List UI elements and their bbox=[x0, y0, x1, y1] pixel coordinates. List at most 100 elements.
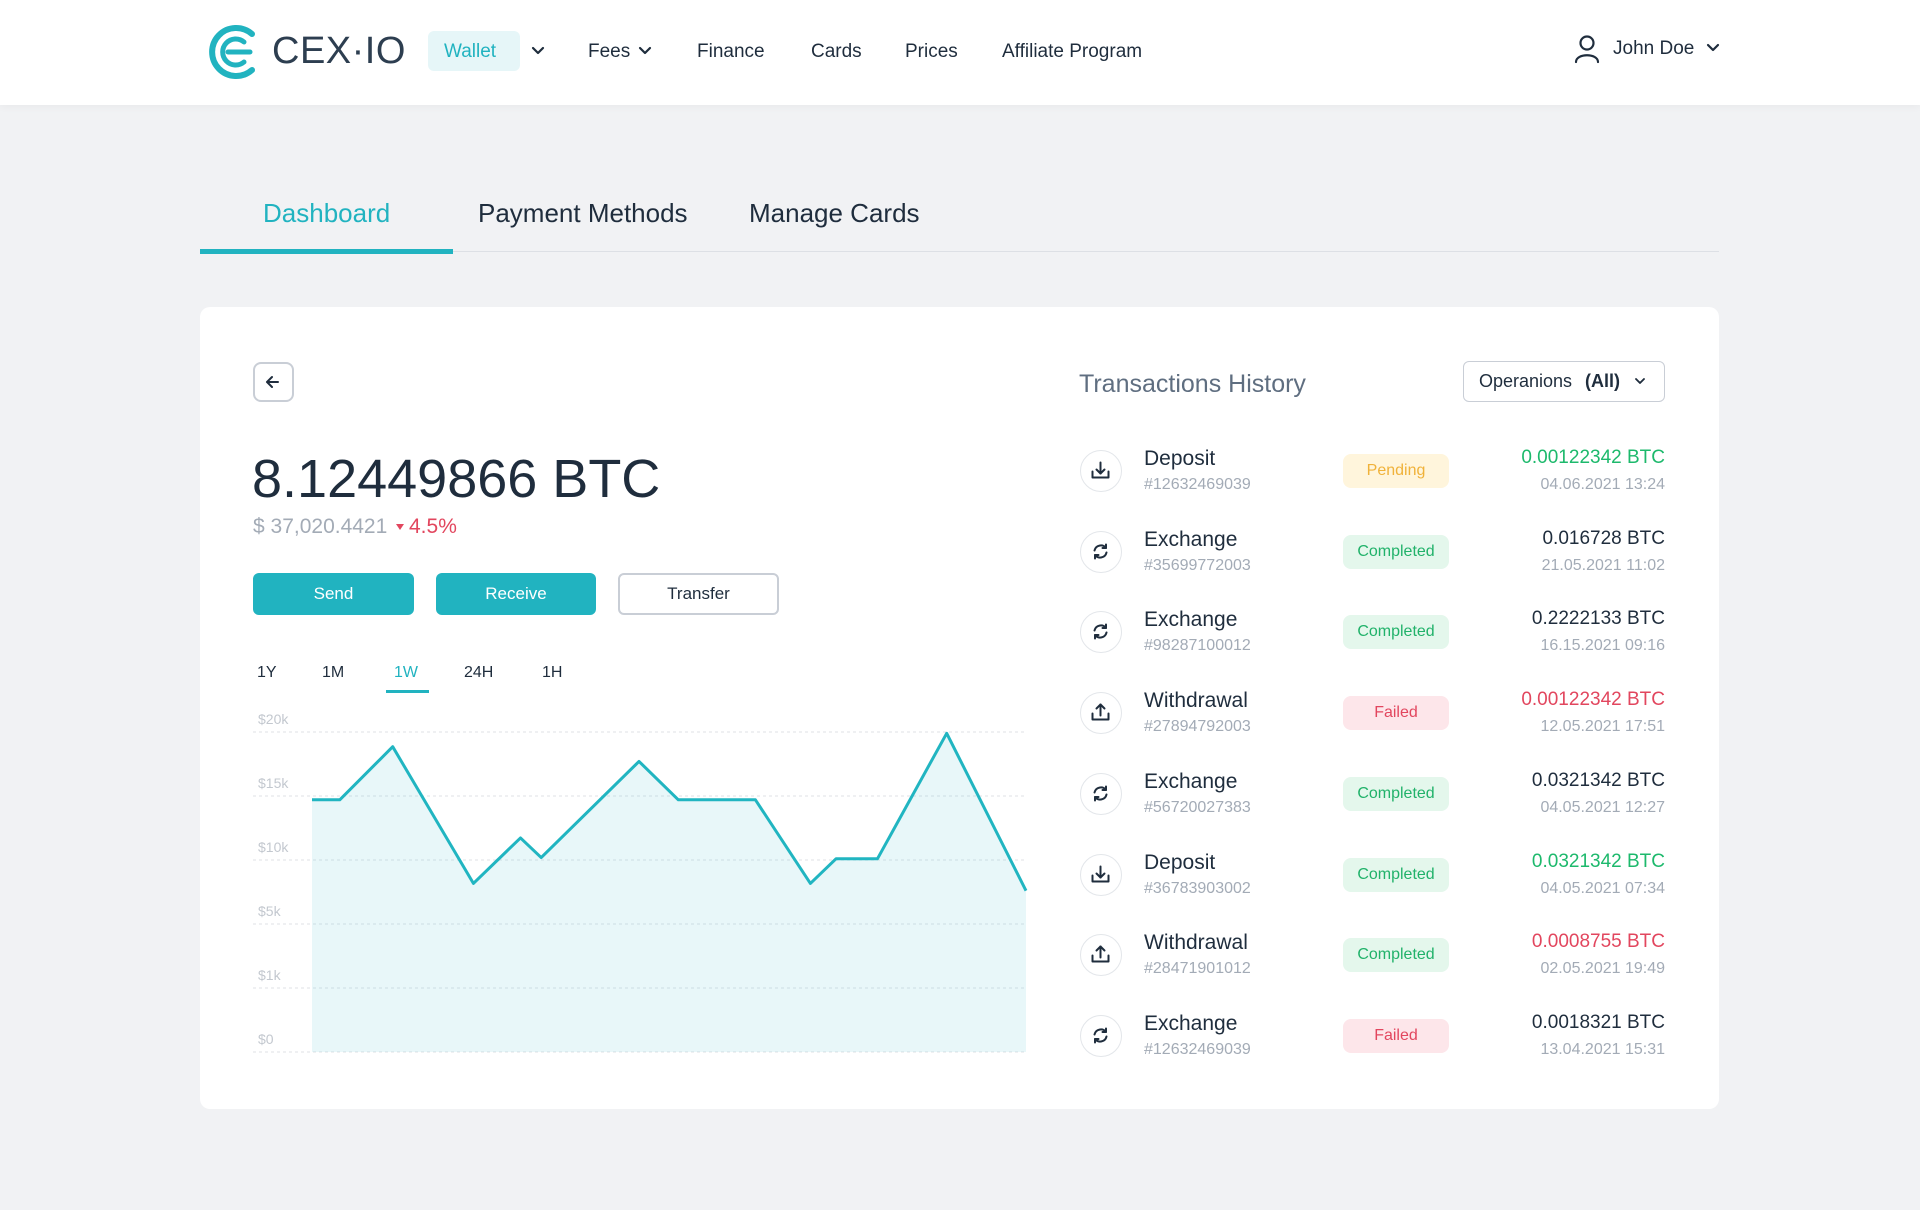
top-bar: CEX·IO Wallet Fees Finance Cards Prices … bbox=[0, 0, 1920, 105]
icon-stroke bbox=[1094, 1037, 1100, 1044]
balance-chart: $20k $15k $10k $5k $1k $0 bbox=[253, 711, 1028, 1053]
tx-type: Withdrawal bbox=[1144, 931, 1248, 955]
status-badge: Failed bbox=[1343, 1018, 1449, 1053]
tx-amount: 0.2222133 BTC bbox=[1531, 608, 1665, 630]
period-tab[interactable]: 1H bbox=[542, 664, 563, 681]
send-button[interactable]: Send bbox=[253, 573, 414, 615]
tx-type: Exchange bbox=[1144, 769, 1238, 793]
tx-type: Deposit bbox=[1144, 850, 1216, 874]
filter-dropdown[interactable]: Operanions (All) bbox=[1463, 361, 1665, 402]
tx-date: 04.05.2021 12:27 bbox=[1540, 798, 1665, 816]
tx-amount: 0.016728 BTC bbox=[1542, 527, 1665, 549]
icon-stroke bbox=[1091, 712, 1110, 721]
back-button[interactable] bbox=[253, 362, 294, 402]
status-badge: Completed bbox=[1343, 938, 1449, 973]
icon-stroke bbox=[1091, 874, 1110, 882]
type-icon bbox=[1091, 461, 1110, 479]
nav-link[interactable]: Affiliate Program bbox=[1002, 41, 1143, 62]
icon-stroke bbox=[1091, 470, 1110, 479]
logo-text[interactable]: CEX·IO bbox=[272, 30, 406, 72]
tx-id: #28471901012 bbox=[1144, 960, 1251, 978]
period-tab[interactable]: 1W bbox=[394, 664, 418, 681]
dropdown-chevron[interactable] bbox=[530, 45, 546, 57]
tx-type: Deposit bbox=[1144, 447, 1216, 470]
nav-active-pill bbox=[428, 31, 520, 71]
tx-type: Withdrawal bbox=[1144, 689, 1248, 713]
tx-id: #12632469039 bbox=[1144, 1040, 1251, 1058]
type-icon bbox=[1091, 703, 1110, 721]
nav-link[interactable]: Fees bbox=[588, 41, 631, 62]
filter-value: (All) bbox=[1585, 371, 1620, 391]
icon-stroke bbox=[1094, 553, 1100, 560]
tx-date: 02.05.2021 19:49 bbox=[1540, 960, 1665, 978]
type-icon bbox=[1093, 785, 1108, 802]
icon-stroke bbox=[1101, 623, 1107, 630]
tx-id: #27894792003 bbox=[1144, 718, 1251, 736]
balance: 8.12449866 BTC bbox=[252, 449, 661, 509]
icon-stroke bbox=[1095, 468, 1106, 475]
nav-link[interactable]: Wallet bbox=[444, 41, 497, 62]
tab-divider bbox=[200, 251, 1719, 252]
section-title: Transactions History bbox=[1079, 370, 1306, 398]
tab[interactable]: Manage Cards bbox=[749, 198, 920, 228]
tx-date: 21.05.2021 11:02 bbox=[1541, 556, 1665, 574]
logo-icon[interactable] bbox=[204, 24, 262, 80]
icon-stroke bbox=[1095, 703, 1106, 710]
user-icon[interactable] bbox=[1574, 34, 1600, 64]
type-icon bbox=[1093, 623, 1108, 640]
receive-button[interactable]: Receive bbox=[436, 573, 596, 615]
tx-date: 13.04.2021 15:31 bbox=[1540, 1040, 1665, 1058]
row-icon bbox=[1080, 530, 1122, 573]
status-badge: Pending bbox=[1343, 454, 1449, 488]
tx-amount: 0.00122342 BTC bbox=[1521, 447, 1665, 468]
nav-link[interactable]: Finance bbox=[697, 41, 765, 62]
type-icon bbox=[1093, 1027, 1108, 1044]
tx-id: #56720027383 bbox=[1144, 798, 1251, 816]
tx-type: Exchange bbox=[1144, 608, 1238, 632]
icon-stroke bbox=[1095, 945, 1106, 952]
type-icon bbox=[1093, 543, 1108, 560]
tx-date: 12.05.2021 17:51 bbox=[1540, 718, 1665, 736]
transfer-button[interactable]: Transfer bbox=[618, 573, 779, 615]
tx-id: #36783903002 bbox=[1144, 879, 1251, 897]
period-tab[interactable]: 1Y bbox=[257, 664, 277, 681]
status-badge: Completed bbox=[1343, 534, 1449, 569]
wallet-card bbox=[200, 307, 1719, 1109]
period-tab[interactable]: 1M bbox=[322, 664, 345, 681]
tx-type: Exchange bbox=[1144, 1011, 1238, 1035]
tx-amount: 0.00122342 BTC bbox=[1521, 689, 1665, 711]
back-arrow bbox=[266, 376, 279, 388]
dropdown-chevron[interactable] bbox=[1705, 42, 1721, 54]
period-tab[interactable]: 24H bbox=[464, 664, 494, 681]
tx-amount: 0.0018321 BTC bbox=[1531, 1011, 1665, 1033]
user-name[interactable]: John Doe bbox=[1613, 38, 1695, 59]
tab[interactable]: Payment Methods bbox=[478, 198, 688, 228]
status-badge: Failed bbox=[1343, 696, 1449, 731]
y-tick-label: $20k bbox=[258, 711, 289, 727]
nav-link[interactable]: Cards bbox=[811, 41, 862, 62]
type-icon bbox=[1091, 865, 1110, 882]
dropdown-chevron bbox=[1635, 378, 1645, 384]
down-indicator bbox=[396, 524, 404, 530]
row-icon bbox=[1080, 1014, 1122, 1057]
status-badge: Completed bbox=[1343, 857, 1449, 892]
status-badge: Completed bbox=[1343, 776, 1449, 811]
y-tick-label: $10k bbox=[258, 839, 289, 855]
tab-indicator bbox=[200, 249, 453, 254]
icon-stroke bbox=[1091, 954, 1110, 963]
filter-label: Operanions bbox=[1479, 371, 1573, 391]
tx-date: 04.06.2021 13:24 bbox=[1540, 476, 1665, 493]
dropdown-chevron[interactable] bbox=[637, 45, 653, 57]
tx-id: #35699772003 bbox=[1144, 556, 1251, 574]
row-icon bbox=[1080, 934, 1122, 977]
change: 4.5% bbox=[409, 515, 457, 538]
tx-date: 04.05.2021 07:34 bbox=[1540, 879, 1665, 897]
tab[interactable]: Dashboard bbox=[263, 198, 391, 228]
period-indicator bbox=[386, 690, 429, 693]
nav-link[interactable]: Prices bbox=[905, 41, 958, 62]
tx-amount: 0.0321342 BTC bbox=[1531, 769, 1665, 791]
row-icon bbox=[1080, 772, 1122, 815]
row-icon bbox=[1080, 692, 1122, 735]
area-fill bbox=[312, 733, 1026, 1052]
